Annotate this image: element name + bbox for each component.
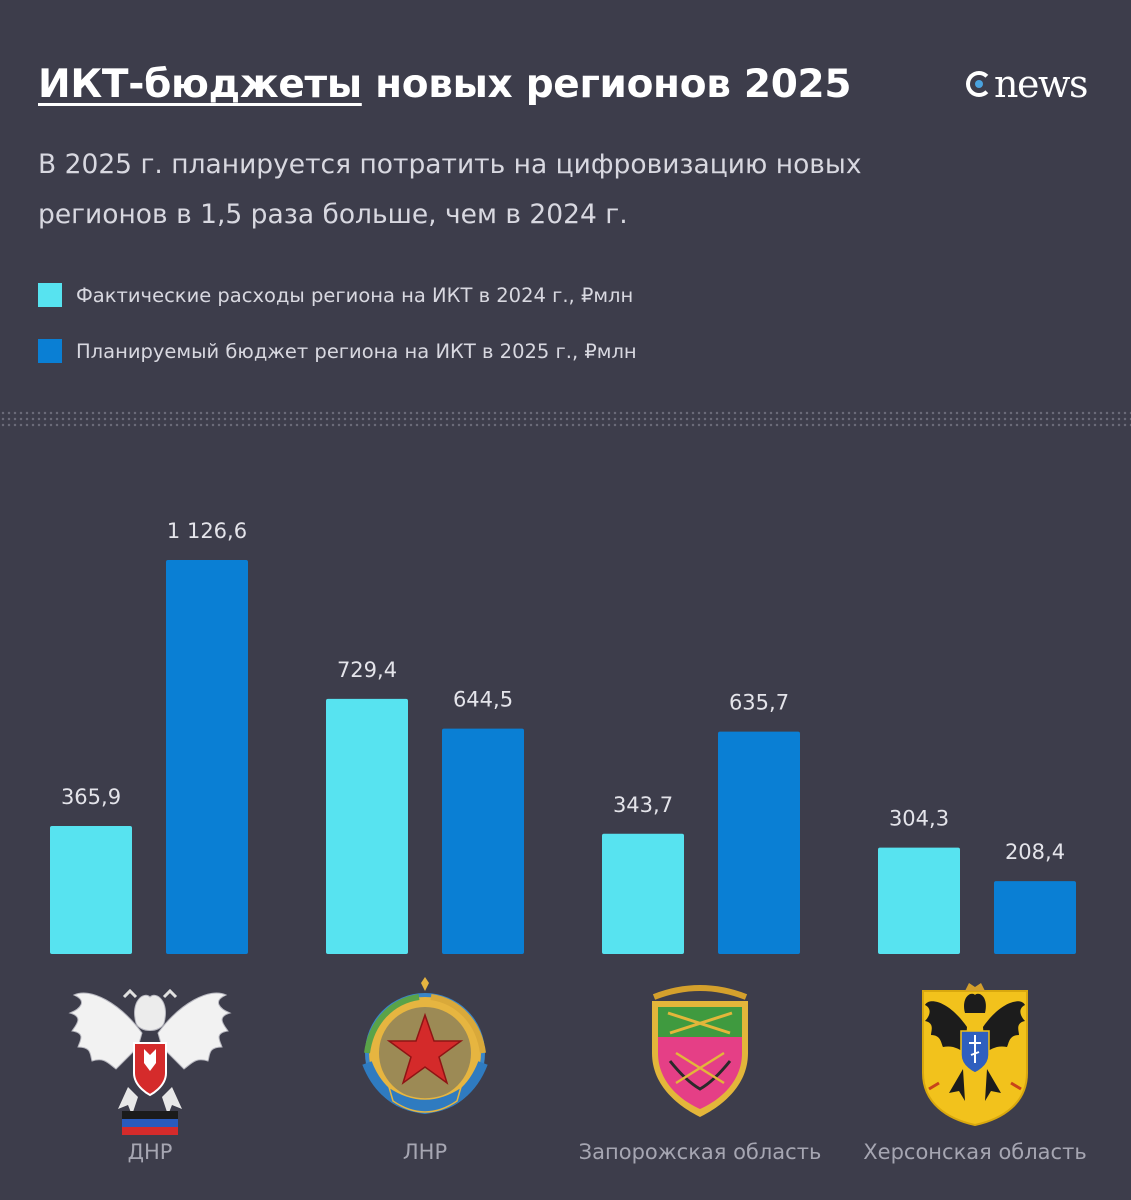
data-label-2025-1: 644,5 — [453, 688, 513, 712]
legend-swatch-2025 — [38, 339, 62, 363]
legend-label-2024: Фактические расходы региона на ИКТ в 202… — [76, 283, 634, 307]
category-label-0: ДНР — [128, 1140, 173, 1164]
title-underlined: ИКТ-бюджеты — [38, 62, 362, 107]
category-label-1: ЛНР — [403, 1140, 447, 1164]
cnews-logo-mark — [966, 71, 992, 97]
data-label-2024-2: 343,7 — [613, 793, 673, 817]
cnews-logo: news — [966, 62, 1089, 106]
title-rest: новых регионов 2025 — [361, 62, 852, 107]
legend-item-2024: Фактические расходы региона на ИКТ в 202… — [38, 276, 637, 314]
legend-label-2025: Планируемый бюджет региона на ИКТ в 2025… — [76, 339, 637, 363]
category-label-2: Запорожская область — [579, 1140, 822, 1164]
bar-2025-0 — [166, 560, 248, 954]
bar-2024-2 — [602, 833, 684, 954]
data-label-2024-1: 729,4 — [337, 658, 397, 682]
bar-2025-3 — [994, 881, 1076, 954]
data-label-2024-0: 365,9 — [61, 785, 121, 809]
category-label-3: Херсонская область — [863, 1140, 1086, 1164]
bar-2024-1 — [326, 698, 408, 954]
legend: Фактические расходы региона на ИКТ в 202… — [38, 276, 637, 388]
data-label-2025-2: 635,7 — [729, 691, 789, 715]
kherson-emblem-icon — [922, 983, 1028, 1127]
bar-2025-1 — [442, 728, 524, 954]
bar-2024-3 — [878, 847, 960, 954]
data-label-2025-0: 1 126,6 — [167, 519, 247, 543]
data-label-2024-3: 304,3 — [889, 807, 949, 831]
chart-title: ИКТ-бюджеты новых регионов 2025 — [38, 62, 852, 107]
logo-text: news — [994, 62, 1089, 106]
dnr-emblem-icon — [68, 988, 232, 1135]
lnr-emblem-icon — [362, 977, 488, 1115]
bar-2024-0 — [50, 826, 132, 954]
legend-swatch-2024 — [38, 283, 62, 307]
zaporozhye-emblem-icon — [652, 985, 748, 1117]
chart-subtitle: В 2025 г. планируется потратить на цифро… — [38, 149, 862, 230]
bar-chart: 365,9 729,4 343,7 304,3 1 126,6 644,5 635,7 208… — [50, 519, 1087, 1164]
dotted-divider — [0, 410, 1131, 428]
data-label-2025-3: 208,4 — [1005, 840, 1065, 864]
legend-item-2025: Планируемый бюджет региона на ИКТ в 2025… — [38, 332, 637, 370]
bar-2025-2 — [718, 731, 800, 954]
